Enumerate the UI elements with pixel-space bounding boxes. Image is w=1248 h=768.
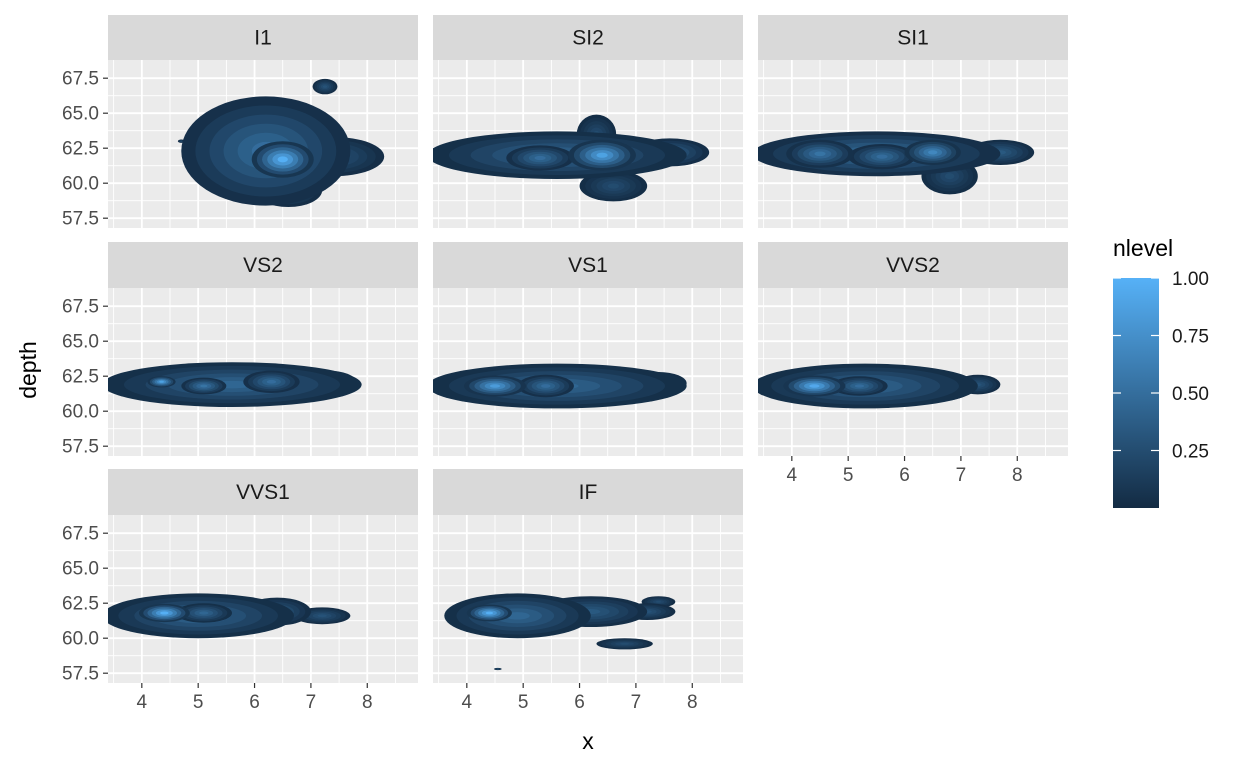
density-contour-1-5 [619, 642, 630, 645]
density-contour-6-5 [596, 152, 608, 158]
density-contour-4-5 [160, 611, 169, 615]
y-tick-label: 67.5 [62, 524, 99, 545]
x-tick-label: 5 [843, 465, 854, 486]
y-tick-label: 62.5 [62, 367, 99, 388]
legend-label: 0.25 [1172, 442, 1209, 463]
facet-panel-vs1: VS1 [433, 242, 743, 456]
x-tick-label: 6 [574, 692, 585, 713]
facet-panel-vvs2: VVS2 4 5 6 7 8 [758, 242, 1068, 486]
legend: nlevel 0.25 0.50 0.75 1.00 [1113, 235, 1209, 508]
facet-strip-label: SI1 [897, 27, 929, 50]
density-layer [108, 593, 351, 639]
density-contour-4-5 [489, 384, 501, 388]
x-tick-label: 4 [462, 692, 473, 713]
facet-strip-label: VS2 [243, 254, 283, 277]
y-tick-label: 65.0 [62, 332, 99, 353]
density-contour-0-5 [496, 668, 499, 670]
facet-strip-label: VVS2 [886, 254, 940, 277]
x-tick-label: 6 [899, 465, 910, 486]
facet-panel-if: IF 4 5 6 7 8 [433, 469, 743, 713]
facet-strip [758, 242, 1068, 288]
y-tick-label: 62.5 [62, 594, 99, 615]
density-layer [758, 363, 1001, 409]
facet-panel-i1: I1 57.5 60.0 62.5 65.0 67.5 [62, 15, 418, 230]
density-contour-6-5 [277, 156, 288, 163]
density-layer [433, 114, 710, 202]
facet-strip-label: I1 [254, 27, 272, 50]
density-contour-4-5 [322, 85, 328, 88]
density-contour-0-5 [180, 140, 183, 143]
x-tick-label: 4 [787, 465, 798, 486]
density-contour-6-5 [485, 611, 494, 615]
y-tick-label: 67.5 [62, 297, 99, 318]
density-contour-1-5 [607, 183, 619, 189]
density-contour-0-5 [944, 173, 955, 180]
density-layer [177, 78, 385, 207]
facet-strip [433, 242, 743, 288]
density-contour-3-5 [854, 384, 865, 388]
density-contour-0-5 [317, 614, 327, 618]
facet-strip [433, 15, 743, 60]
x-tick-label: 7 [306, 692, 317, 713]
facet-strip [108, 469, 418, 515]
facet-panel-vvs1: VVS1 57.5 60.0 62.5 65.0 67.5 4 5 6 7 8 [62, 469, 418, 713]
facet-strip-label: VVS1 [236, 481, 290, 504]
density-contour-4-5 [159, 380, 164, 383]
y-axis-title: depth [15, 341, 41, 399]
facet-strip [108, 15, 418, 60]
y-tick-label: 65.0 [62, 104, 99, 125]
facet-strip [433, 469, 743, 515]
y-tick-label: 60.0 [62, 629, 99, 650]
y-tick-label: 60.0 [62, 174, 99, 195]
x-tick-label: 5 [518, 692, 529, 713]
facet-strip-label: SI2 [572, 27, 604, 50]
density-contour-5-5 [534, 155, 546, 161]
x-tick-label: 8 [362, 692, 373, 713]
x-tick-label: 8 [1012, 465, 1023, 486]
density-contour-3-5 [200, 384, 208, 388]
legend-ticks: 0.25 0.50 0.75 1.00 [1113, 269, 1209, 463]
x-tick-label: 7 [631, 692, 642, 713]
y-tick-label: 57.5 [62, 209, 99, 230]
facet-panel-vs2: VS2 57.5 60.0 62.5 65.0 67.5 [62, 242, 418, 458]
facet-strip [108, 242, 418, 288]
x-tick-label: 8 [687, 692, 698, 713]
y-tick-label: 62.5 [62, 139, 99, 160]
facet-strip-label: VS1 [568, 254, 608, 277]
density-contour-5-5 [928, 150, 938, 155]
facet-grid: I1 57.5 60.0 62.5 65.0 67.5 SI2 SI1 VS2 57.5 60.0 6… [62, 15, 1068, 713]
y-tick-label: 67.5 [62, 69, 99, 90]
facet-strip [758, 15, 1068, 60]
legend-title: nlevel [1113, 235, 1173, 261]
density-contour-4-5 [814, 151, 826, 157]
facet-strip-label: IF [579, 481, 598, 504]
y-tick-label: 57.5 [62, 664, 99, 685]
x-tick-label: 5 [193, 692, 204, 713]
density-contour-3-5 [541, 384, 551, 388]
density-contour-2-5 [266, 379, 277, 384]
x-tick-label: 4 [137, 692, 148, 713]
legend-label: 0.75 [1172, 327, 1209, 348]
x-tick-label: 7 [956, 465, 967, 486]
y-tick-label: 65.0 [62, 559, 99, 580]
density-layer [758, 131, 1035, 195]
density-contour-3-5 [876, 154, 888, 159]
x-tick-label: 6 [249, 692, 260, 713]
density-contour-2-5 [655, 600, 662, 603]
x-axis-title: x [582, 728, 594, 754]
facet-panel-si2: SI2 [433, 15, 743, 228]
y-tick-label: 57.5 [62, 437, 99, 458]
density-contour-3-5 [199, 611, 209, 615]
density-contour-4-5 [809, 384, 820, 388]
facet-panel-si1: SI1 [758, 15, 1068, 228]
density-layer [444, 593, 676, 671]
density-layer [108, 362, 362, 407]
density-layer [433, 363, 687, 409]
y-tick-label: 60.0 [62, 402, 99, 423]
legend-label: 1.00 [1172, 269, 1209, 290]
legend-label: 0.50 [1172, 384, 1209, 405]
